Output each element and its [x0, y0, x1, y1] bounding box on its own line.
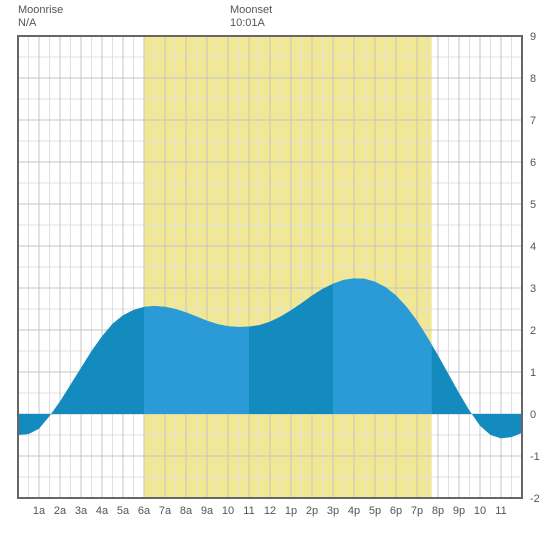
y-tick-label: -1	[530, 451, 540, 463]
x-tick-label: 12	[264, 505, 276, 517]
x-tick-label: 7a	[159, 505, 172, 517]
x-tick-label: 3p	[327, 505, 339, 517]
x-tick-label: 5p	[369, 505, 381, 517]
x-tick-label: 3a	[75, 505, 88, 517]
y-tick-label: 9	[530, 31, 536, 43]
y-tick-label: 6	[530, 157, 536, 169]
x-tick-label: 1a	[33, 505, 46, 517]
moonset-value: 10:01A	[230, 17, 272, 30]
x-tick-label: 11	[495, 505, 506, 517]
y-tick-label: 8	[530, 73, 536, 85]
y-tick-label: 2	[530, 325, 536, 337]
y-tick-label: 5	[530, 199, 536, 211]
y-tick-label: 1	[530, 367, 536, 379]
x-tick-label: 8p	[432, 505, 444, 517]
x-tick-label: 4p	[348, 505, 360, 517]
moonrise-label: Moonrise	[18, 4, 63, 17]
x-tick-label: 8a	[180, 505, 193, 517]
y-tick-label: 0	[530, 409, 536, 421]
x-tick-label: 10	[222, 505, 234, 517]
tide-chart: Moonrise N/A Moonset 10:01A -2-101234567…	[0, 0, 550, 550]
x-tick-label: 1p	[285, 505, 297, 517]
moonrise-value: N/A	[18, 17, 63, 30]
x-tick-label: 6a	[138, 505, 151, 517]
x-tick-label: 9a	[201, 505, 214, 517]
x-tick-label: 10	[474, 505, 486, 517]
y-tick-label: 3	[530, 283, 536, 295]
chart-svg: -2-101234567891a2a3a4a5a6a7a8a9a1011121p…	[0, 0, 550, 550]
x-tick-label: 2a	[54, 505, 67, 517]
x-tick-label: 11	[243, 505, 254, 517]
moonset-block: Moonset 10:01A	[230, 4, 272, 30]
x-tick-label: 9p	[453, 505, 465, 517]
x-tick-label: 6p	[390, 505, 402, 517]
x-tick-label: 5a	[117, 505, 130, 517]
y-tick-label: 7	[530, 115, 536, 127]
y-tick-label: -2	[530, 493, 540, 505]
moonrise-block: Moonrise N/A	[18, 4, 63, 30]
moonset-label: Moonset	[230, 4, 272, 17]
x-tick-label: 2p	[306, 505, 318, 517]
x-tick-label: 7p	[411, 505, 423, 517]
x-tick-label: 4a	[96, 505, 109, 517]
y-tick-label: 4	[530, 241, 536, 253]
